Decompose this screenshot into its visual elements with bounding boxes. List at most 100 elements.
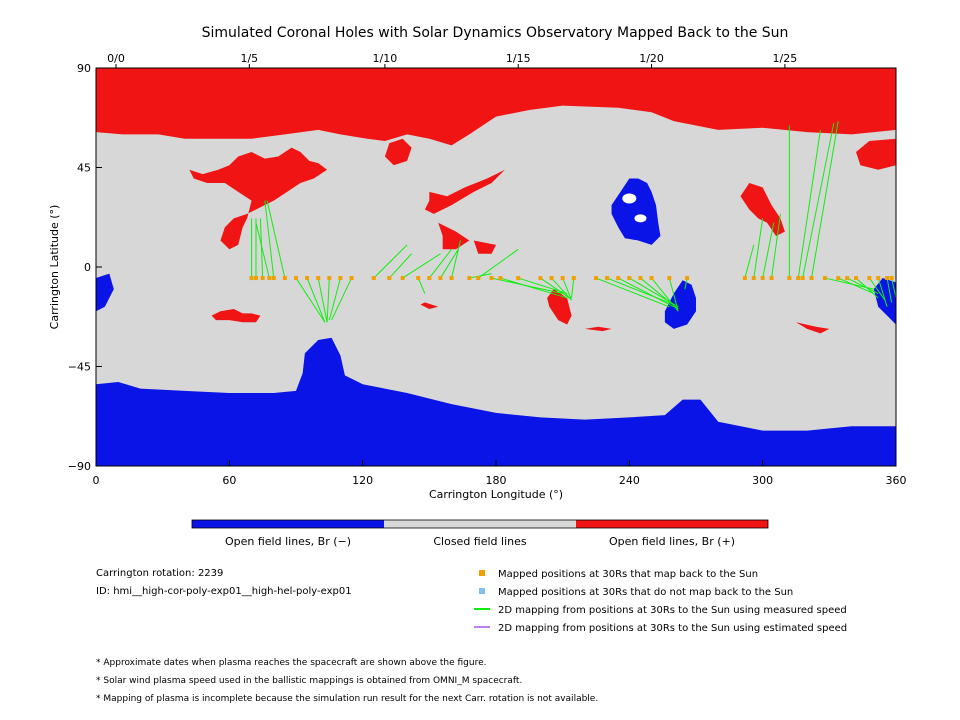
negative-region xyxy=(611,178,661,245)
mapped-position xyxy=(885,276,890,281)
mapped-position xyxy=(800,276,805,281)
mapping-line xyxy=(762,222,775,279)
mapped-position xyxy=(338,276,343,281)
mapping-line xyxy=(744,244,755,279)
mapped-positions xyxy=(249,276,894,281)
top-date-axis: 1/25 1/20 1/15 1/10 1/5 0/0 xyxy=(107,52,797,68)
footnote: * Approximate dates when plasma reaches … xyxy=(96,658,487,668)
mapping-line xyxy=(797,129,821,279)
top-date-label: 0/0 xyxy=(107,52,125,65)
mapping-line xyxy=(891,277,897,299)
x-tick-label: 180 xyxy=(486,474,507,487)
mapped-position xyxy=(742,276,747,281)
mapped-position xyxy=(822,276,827,281)
mapping-line xyxy=(306,277,326,323)
mapping-line xyxy=(428,249,452,279)
mapping-line xyxy=(668,277,679,312)
mapping-line xyxy=(451,240,461,279)
mapped-position xyxy=(854,276,858,281)
positive-region xyxy=(856,138,896,170)
info-block: Carrington rotation: 2239 ID: hmi__high-… xyxy=(96,568,352,597)
mapping-line xyxy=(388,253,412,279)
legend-marker xyxy=(479,570,485,576)
top-date-label: 1/5 xyxy=(240,52,258,65)
colorbar-segment xyxy=(576,520,768,528)
mapped-position xyxy=(649,276,654,281)
positive-region xyxy=(384,138,412,166)
negative-region xyxy=(664,280,696,329)
positive-region xyxy=(211,309,261,323)
top-date-label: 1/25 xyxy=(773,52,798,65)
mapped-position xyxy=(449,276,454,281)
mapped-position xyxy=(327,276,332,281)
colorbar-segment xyxy=(384,520,576,528)
mapped-position xyxy=(400,276,405,281)
positive-region xyxy=(424,169,505,214)
mapped-position xyxy=(769,276,774,281)
positive-region xyxy=(438,222,470,250)
mapped-position xyxy=(616,276,621,281)
mapped-position xyxy=(889,276,894,281)
mapping-line xyxy=(886,277,893,303)
x-tick-label: 360 xyxy=(886,474,907,487)
y-tick-label: 0 xyxy=(84,261,91,274)
mapping-line xyxy=(264,200,275,279)
mapping-line xyxy=(846,277,879,294)
mapping-line xyxy=(373,244,408,279)
positive-region xyxy=(584,326,612,332)
mapped-position xyxy=(467,276,472,281)
mapping-line xyxy=(255,222,270,279)
mapped-position xyxy=(549,276,554,281)
positive-region xyxy=(473,240,496,254)
mapped-position xyxy=(260,276,265,281)
mapping-line xyxy=(562,277,573,301)
mapped-position xyxy=(416,276,421,281)
mapping-line xyxy=(753,218,764,279)
mapping-line xyxy=(571,278,575,299)
mapped-position xyxy=(249,276,254,281)
mapped-position xyxy=(267,276,272,281)
hole-inset xyxy=(634,214,647,223)
mapped-position xyxy=(796,276,801,281)
mapped-position xyxy=(836,276,841,281)
mapping-line xyxy=(540,277,570,299)
mapped-position xyxy=(809,276,814,281)
mapping-line xyxy=(617,277,675,308)
mapping-line xyxy=(259,218,264,279)
positive-region xyxy=(796,322,830,334)
mapping-line xyxy=(802,123,835,279)
mapping-line xyxy=(477,248,519,279)
mapping-line xyxy=(771,213,781,279)
top-date-label: 1/20 xyxy=(639,52,664,65)
mapping-lines xyxy=(251,120,897,323)
legend: Mapped positions at 30Rs that map back t… xyxy=(474,569,847,634)
negative-open-field-regions xyxy=(96,178,896,466)
mapped-position xyxy=(371,276,376,281)
mapping-line xyxy=(402,253,441,279)
colorbar-label: Closed field lines xyxy=(433,535,527,548)
carrington-rotation: Carrington rotation: 2239 xyxy=(96,568,223,579)
mapping-line xyxy=(855,277,879,299)
colorbar-segment xyxy=(192,520,384,528)
footnote: * Mapping of plasma is incomplete becaus… xyxy=(96,694,598,704)
mapping-line xyxy=(651,277,679,312)
plot-area xyxy=(95,67,897,467)
hole-inset xyxy=(622,193,637,204)
mapping-line xyxy=(500,277,568,299)
x-axis-label: Carrington Longitude (°) xyxy=(429,488,563,501)
mapped-position xyxy=(627,276,632,281)
mapped-position xyxy=(594,276,598,281)
mapped-position xyxy=(387,276,392,281)
mapped-position xyxy=(560,276,565,281)
mapped-position xyxy=(254,276,258,281)
mapping-line xyxy=(811,120,839,279)
mapped-position xyxy=(538,276,543,281)
colorbar-label: Open field lines, Br (+) xyxy=(609,535,735,548)
mapping-line xyxy=(838,277,874,294)
colorbar-label: Open field lines, Br (−) xyxy=(225,535,351,548)
mapped-position xyxy=(638,276,643,281)
legend-label: 2D mapping from positions at 30Rs to the… xyxy=(498,605,847,616)
mapped-position xyxy=(316,276,321,281)
mapping-line xyxy=(595,277,670,308)
mapped-position xyxy=(349,276,354,281)
